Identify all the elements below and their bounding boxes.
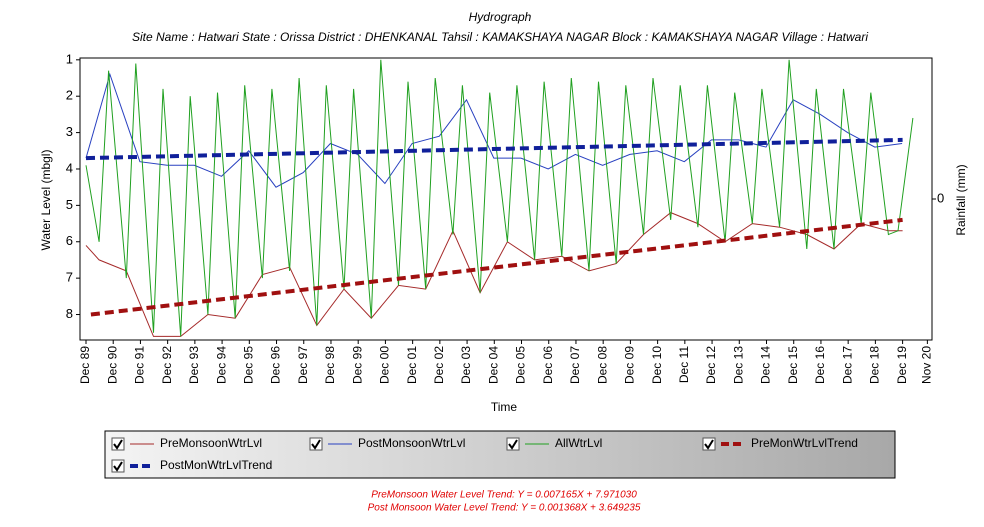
y2-tick-label: 0 (937, 190, 944, 205)
x-tick-label: Dec 05 (514, 346, 528, 384)
x-tick-label: Dec 94 (214, 346, 228, 384)
series-line (85, 137, 903, 161)
x-tick-label: Dec 95 (241, 346, 255, 384)
x-tick-label: Dec 90 (105, 346, 119, 384)
legend-label: PreMonsoonWtrLvl (160, 436, 262, 450)
legend-check (113, 461, 123, 472)
x-tick-label: Dec 11 (677, 346, 691, 383)
x-tick-label: Dec 89 (78, 346, 92, 384)
series-line (85, 59, 914, 337)
x-tick-label: Dec 03 (459, 346, 473, 384)
trend-equation: Post Monsoon Water Level Trend: Y = 0.00… (368, 503, 641, 514)
x-tick-label: Dec 12 (704, 346, 718, 384)
x-tick-label: Dec 08 (595, 346, 609, 384)
y-tick-label: 2 (66, 88, 73, 103)
legend-check (704, 439, 714, 450)
x-tick-label: Dec 09 (623, 346, 637, 384)
x-tick-label: Dec 98 (323, 346, 337, 384)
y-tick-label: 3 (66, 124, 73, 139)
x-tick-label: Dec 01 (405, 346, 419, 384)
x-tick-label: Dec 92 (160, 346, 174, 384)
x-tick-label: Dec 00 (378, 346, 392, 384)
x-tick-label: Dec 07 (568, 346, 582, 384)
y-tick-label: 7 (66, 270, 73, 285)
y-axis-label: Water Level (mbgl) (39, 150, 53, 251)
x-tick-label: Nov 20 (920, 346, 934, 384)
chart-title: Hydrograph (469, 10, 532, 24)
series-line (85, 72, 903, 188)
x-tick-label: Dec 91 (133, 346, 147, 384)
legend-label: PreMonWtrLvlTrend (751, 436, 858, 450)
chart-subtitle: Site Name : Hatwari State : Orissa Distr… (132, 30, 868, 44)
x-tick-label: Dec 13 (731, 346, 745, 384)
legend-box (104, 430, 896, 479)
y-tick-label: 4 (66, 160, 73, 175)
x-tick-label: Dec 99 (350, 346, 364, 384)
x-axis-label: Time (491, 400, 518, 414)
x-tick-label: Dec 97 (296, 346, 310, 384)
legend-check (113, 439, 123, 450)
x-tick-label: Dec 18 (868, 346, 882, 384)
y-tick-label: 1 (66, 51, 73, 66)
y2-axis-label: Rainfall (mm) (954, 164, 968, 235)
x-tick-label: Dec 02 (432, 346, 446, 384)
y-tick-label: 6 (66, 233, 73, 248)
x-tick-label: Dec 16 (813, 346, 827, 384)
x-tick-label: Dec 15 (786, 346, 800, 384)
x-tick-label: Dec 93 (187, 346, 201, 384)
legend-label: AllWtrLvl (555, 436, 602, 450)
legend-check (508, 439, 518, 450)
trend-equation: PreMonsoon Water Level Trend: Y = 0.0071… (371, 490, 637, 501)
legend-label: PostMonsoonWtrLvl (358, 436, 465, 450)
series-line (85, 212, 903, 337)
y-tick-label: 5 (66, 197, 73, 212)
x-tick-label: Dec 06 (541, 346, 555, 384)
x-tick-label: Dec 10 (650, 346, 664, 384)
series-line (90, 217, 903, 317)
x-tick-label: Dec 96 (269, 346, 283, 384)
x-tick-label: Dec 04 (486, 346, 500, 384)
x-tick-label: Dec 19 (895, 346, 909, 384)
y-tick-label: 8 (66, 306, 73, 321)
plot-area (79, 57, 933, 341)
x-tick-label: Dec 17 (840, 346, 854, 384)
legend-label: PostMonWtrLvlTrend (160, 458, 272, 472)
x-tick-label: Dec 14 (759, 346, 773, 384)
legend-check (311, 439, 321, 450)
